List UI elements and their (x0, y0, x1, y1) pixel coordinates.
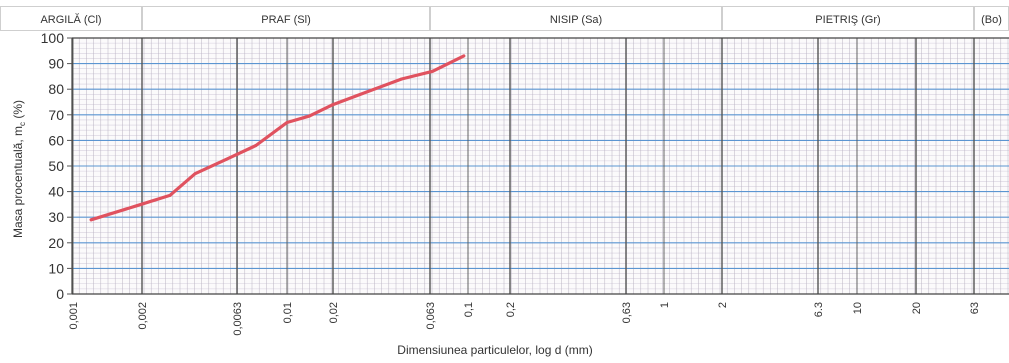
x-tick-label: 0,2 (505, 302, 517, 317)
x-tick-label: 0,063 (425, 302, 437, 330)
x-tick-label: 63 (969, 302, 981, 314)
y-tick-label: 0 (56, 286, 64, 302)
curve-point (307, 114, 311, 118)
x-tick-label: 6.3 (813, 302, 825, 317)
y-axis-title: Masa procentuală, mc (%) (11, 100, 27, 238)
x-tick-label: 0,002 (137, 302, 149, 330)
x-tick-label: 10 (852, 302, 864, 314)
y-tick-label: 20 (48, 235, 64, 251)
x-tick-label: 0,1 (463, 302, 475, 317)
curve-point (254, 144, 258, 147)
curve-point (89, 218, 93, 222)
curve-point (224, 158, 228, 162)
y-tick-label: 70 (48, 107, 64, 123)
curve-point (462, 54, 466, 58)
fraction-label: PRAF (Sl) (261, 14, 311, 26)
y-tick-label: 40 (48, 184, 64, 200)
grading-curve-layer (89, 54, 466, 222)
fraction-cell (0, 6, 142, 31)
curve-point (400, 77, 403, 81)
y-tick-label: 80 (48, 81, 64, 97)
curve-point (168, 194, 172, 197)
x-tick-label: 0,001 (68, 302, 80, 330)
fraction-cell (974, 6, 1009, 31)
fraction-label: ARGILĂ (Cl) (40, 13, 101, 26)
y-tick-label: 60 (48, 132, 64, 148)
y-tick-label: 90 (48, 56, 64, 72)
x-tick-label: 20 (911, 302, 923, 314)
curve-point (431, 69, 434, 73)
x-tick-label: 2 (717, 302, 729, 308)
y-tick-label: 10 (48, 260, 64, 276)
x-tick-label: 0,0063 (232, 302, 244, 336)
curve-point (193, 172, 197, 176)
fraction-label: PIETRIŞ (Gr) (815, 14, 880, 26)
x-axis-title: Dimensiunea particulelor, log d (mm) (397, 343, 592, 357)
fraction-cell (142, 6, 430, 31)
fraction-label: (Bo) (981, 14, 1002, 26)
x-tick-label: 0,02 (328, 302, 340, 323)
y-axis-ticks: 0 10 20 30 40 50 60 70 80 90 100 (41, 30, 72, 302)
fraction-cell (430, 6, 722, 31)
fraction-label: NISIP (Sa) (550, 14, 602, 26)
x-tick-label: 0,63 (621, 302, 633, 323)
diameter-gridlines (71, 37, 1009, 295)
curve-point (285, 121, 289, 124)
curve-point (331, 103, 335, 106)
curve-point (365, 90, 369, 94)
fraction-header: ARGILĂ (Cl) PRAF (Sl) NISIP (Sa) PIETRIŞ (G… (0, 6, 1009, 31)
y-tick-label: 100 (41, 30, 65, 46)
fraction-cell (722, 6, 974, 31)
x-axis-ticks: 0,001 0,002 0,0063 0,01 0,02 0,063 0,1 0,2 0,63 1… (68, 302, 981, 336)
x-tick-label: 0,01 (282, 302, 294, 323)
curve-point (135, 204, 139, 208)
y-tick-label: 50 (48, 158, 64, 174)
y-tick-label: 30 (48, 209, 64, 225)
x-tick-label: 1 (659, 302, 671, 308)
